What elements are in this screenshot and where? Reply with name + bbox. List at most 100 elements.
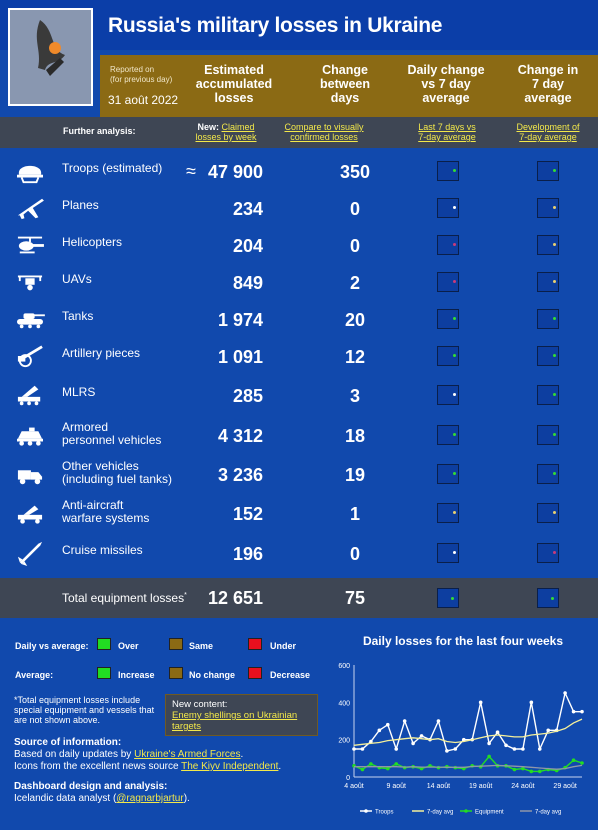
mlrs-icon xyxy=(17,385,41,406)
avg-change-indicator[interactable] xyxy=(537,198,559,218)
footnote-mark: * xyxy=(184,592,187,599)
link-text[interactable]: losses by week xyxy=(195,132,257,142)
daily-vs-avg-indicator[interactable] xyxy=(437,198,459,218)
total-daily-indicator[interactable] xyxy=(437,588,459,608)
avg-change-indicator[interactable] xyxy=(537,503,559,523)
daily-vs-avg-indicator[interactable] xyxy=(437,385,459,405)
nochange-swatch xyxy=(169,667,183,679)
data-point xyxy=(487,741,491,746)
author-link[interactable]: @ragnarbjartur xyxy=(116,793,184,804)
row-value: 47 900 xyxy=(207,162,263,182)
series-line-1 xyxy=(353,718,583,746)
row-label: Armored personnel vehicles xyxy=(62,421,161,447)
daily-vs-avg-indicator[interactable] xyxy=(437,272,459,292)
row-value: 849 xyxy=(232,273,263,293)
total-change: 75 xyxy=(344,588,366,608)
data-point xyxy=(436,719,441,723)
col-header-line: average xyxy=(524,91,572,105)
row-value: 204 xyxy=(232,236,263,256)
over-label: Over xyxy=(118,641,139,651)
table-row: Helicopters 204 0 xyxy=(0,227,598,264)
data-point xyxy=(487,754,491,759)
y-tick-label: 400 xyxy=(338,700,350,707)
indicator-dot xyxy=(453,354,456,357)
link-text[interactable]: Last 7 days vs xyxy=(418,122,476,132)
avg-change-indicator[interactable] xyxy=(537,235,559,255)
armed-forces-link[interactable]: Ukraine's Armed Forces xyxy=(134,749,241,760)
total-value: 12 651 xyxy=(207,588,263,608)
row-change: 20 xyxy=(344,310,366,330)
enemy-shellings-link[interactable]: Enemy shellings on Ukrainian targets xyxy=(172,710,298,732)
col-header-line: 7 day xyxy=(532,77,564,91)
col-header-daily-vs-avg: Daily change vs 7 day average xyxy=(400,63,492,105)
avg-change-indicator[interactable] xyxy=(537,309,559,329)
x-tick-label: 29 août xyxy=(553,783,576,790)
daily-vs-avg-indicator[interactable] xyxy=(437,425,459,445)
link-text[interactable]: Development of xyxy=(516,122,580,132)
daily-vs-avg-indicator[interactable] xyxy=(437,161,459,181)
helmet-icon xyxy=(17,165,43,184)
row-label: Anti-aircraft warfare systems xyxy=(62,499,149,525)
daily-vs-avg-indicator[interactable] xyxy=(437,309,459,329)
row-label: UAVs xyxy=(62,273,92,286)
table-row: Anti-aircraft warfare systems 152 1 xyxy=(0,495,598,532)
avg-change-indicator[interactable] xyxy=(537,346,559,366)
col-header-line: average xyxy=(422,91,470,105)
y-tick-label: 600 xyxy=(338,663,350,670)
link-text[interactable]: 7-day average xyxy=(418,132,476,142)
claimed-losses-link[interactable]: New: Claimed losses by week xyxy=(186,122,266,142)
total-avg-indicator[interactable] xyxy=(537,588,559,608)
daily-vs-avg-indicator[interactable] xyxy=(437,543,459,563)
development-avg-link[interactable]: Development of 7-day average xyxy=(506,122,590,142)
row-value: 4 312 xyxy=(217,426,263,446)
legend-label: 7-day avg xyxy=(535,810,561,816)
col-header-line: accumulated xyxy=(195,77,273,91)
data-point xyxy=(521,747,525,751)
row-label-line: warfare systems xyxy=(62,511,150,525)
data-point xyxy=(537,769,542,774)
avg-change-indicator[interactable] xyxy=(537,161,559,181)
daily-vs-avg-indicator[interactable] xyxy=(437,464,459,484)
avg-change-indicator[interactable] xyxy=(537,543,559,563)
reported-sub: (for previous day) xyxy=(110,75,173,84)
design-heading: Dashboard design and analysis: xyxy=(14,781,168,792)
source-text: Based on daily updates by xyxy=(14,749,135,760)
avg-change-indicator[interactable] xyxy=(537,464,559,484)
missile-icon xyxy=(17,541,43,566)
row-label-line: Helicopters xyxy=(62,235,123,249)
data-point xyxy=(495,730,500,734)
x-tick-label: 9 août xyxy=(386,783,406,790)
avg-change-indicator[interactable] xyxy=(537,425,559,445)
link-text[interactable]: Compare to visually xyxy=(284,122,364,132)
row-label: Planes xyxy=(62,199,99,212)
col-header-line: Daily change xyxy=(407,63,485,77)
link-text[interactable]: confirmed losses xyxy=(290,132,358,142)
data-point xyxy=(461,737,466,742)
table-row: UAVs 849 2 xyxy=(0,264,598,301)
row-change: 18 xyxy=(344,426,366,446)
link-text[interactable]: Claimed xyxy=(221,122,255,132)
tank-icon xyxy=(17,313,45,329)
under-swatch xyxy=(248,638,262,650)
row-label-line: Artillery pieces xyxy=(62,346,141,360)
last7-link[interactable]: Last 7 days vs 7-day average xyxy=(405,122,489,142)
indicator-dot xyxy=(553,169,556,172)
row-label: Cruise missiles xyxy=(62,544,143,557)
series-line-3 xyxy=(354,764,583,770)
data-point xyxy=(453,747,458,751)
row-value: 234 xyxy=(232,199,263,219)
data-point xyxy=(419,734,424,738)
kyiv-independent-link[interactable]: The Kiyv Independent xyxy=(181,761,279,772)
data-point xyxy=(580,709,584,714)
avg-change-indicator[interactable] xyxy=(537,272,559,292)
link-text[interactable]: 7-day average xyxy=(519,132,577,142)
indicator-dot xyxy=(553,472,556,475)
source-line-1: Based on daily updates by Ukraine's Arme… xyxy=(14,749,334,761)
daily-vs-avg-indicator[interactable] xyxy=(437,503,459,523)
avg-change-indicator[interactable] xyxy=(537,385,559,405)
daily-vs-avg-indicator[interactable] xyxy=(437,235,459,255)
row-change: 12 xyxy=(344,347,366,367)
compare-confirmed-link[interactable]: Compare to visually confirmed losses xyxy=(278,122,370,142)
indicator-dot xyxy=(553,206,556,209)
daily-vs-avg-indicator[interactable] xyxy=(437,346,459,366)
